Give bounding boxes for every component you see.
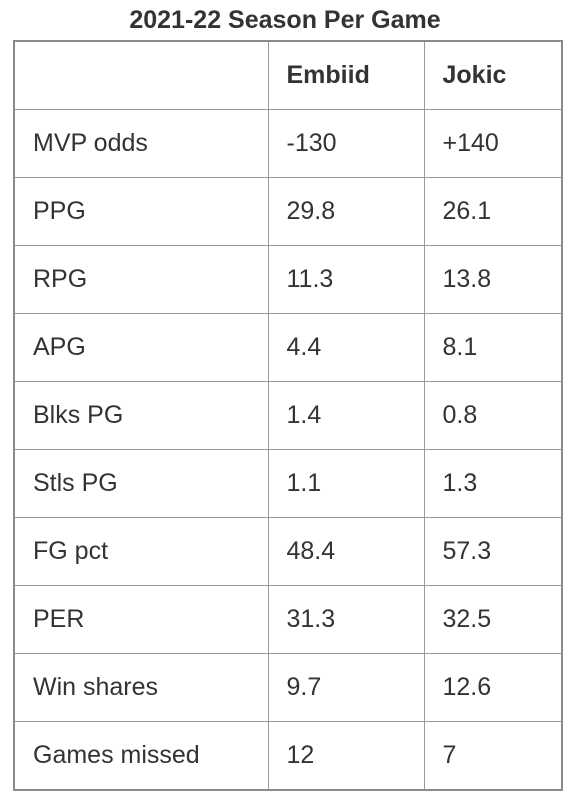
jokic-value-cell: 26.1 [423,177,563,246]
table-row: PER 31.3 32.5 [13,585,563,654]
stat-label-cell: PER [13,585,269,654]
embiid-value-cell: 31.3 [267,585,425,654]
table-caption: 2021-22 Season Per Game [129,5,441,34]
embiid-value-cell: 4.4 [267,313,425,382]
stats-table: Embiid Jokic MVP odds -130 +140 PPG 29.8… [13,40,563,791]
jokic-value-cell: 1.3 [423,449,563,518]
embiid-value-cell: 11.3 [267,245,425,314]
jokic-value-cell: 0.8 [423,381,563,450]
table-row: FG pct 48.4 57.3 [13,517,563,586]
stat-label-cell: RPG [13,245,269,314]
embiid-value-cell: 9.7 [267,653,425,722]
table-row: RPG 11.3 13.8 [13,245,563,314]
table-row: Win shares 9.7 12.6 [13,653,563,722]
stat-label-cell: Blks PG [13,381,269,450]
header-cell-embiid: Embiid [267,40,425,110]
stat-label-cell: Stls PG [13,449,269,518]
embiid-value-cell: 1.1 [267,449,425,518]
table-row: Blks PG 1.4 0.8 [13,381,563,450]
stat-label-cell: APG [13,313,269,382]
embiid-value-cell: 48.4 [267,517,425,586]
embiid-value-cell: 29.8 [267,177,425,246]
jokic-value-cell: 32.5 [423,585,563,654]
table-header-row: Embiid Jokic [13,40,563,110]
embiid-value-cell: -130 [267,109,425,178]
table-row: Stls PG 1.1 1.3 [13,449,563,518]
jokic-value-cell: 7 [423,721,563,791]
stats-table-container: Embiid Jokic MVP odds -130 +140 PPG 29.8… [13,40,563,791]
header-cell-stat [13,40,269,110]
jokic-value-cell: 12.6 [423,653,563,722]
header-cell-jokic: Jokic [423,40,563,110]
table-row: PPG 29.8 26.1 [13,177,563,246]
embiid-value-cell: 12 [267,721,425,791]
jokic-value-cell: 13.8 [423,245,563,314]
stat-label-cell: Win shares [13,653,269,722]
jokic-value-cell: +140 [423,109,563,178]
jokic-value-cell: 8.1 [423,313,563,382]
stat-label-cell: PPG [13,177,269,246]
stat-label-cell: Games missed [13,721,269,791]
table-row: APG 4.4 8.1 [13,313,563,382]
jokic-value-cell: 57.3 [423,517,563,586]
stat-label-cell: MVP odds [13,109,269,178]
table-row: Games missed 12 7 [13,721,563,791]
stat-label-cell: FG pct [13,517,269,586]
embiid-value-cell: 1.4 [267,381,425,450]
table-row: MVP odds -130 +140 [13,109,563,178]
